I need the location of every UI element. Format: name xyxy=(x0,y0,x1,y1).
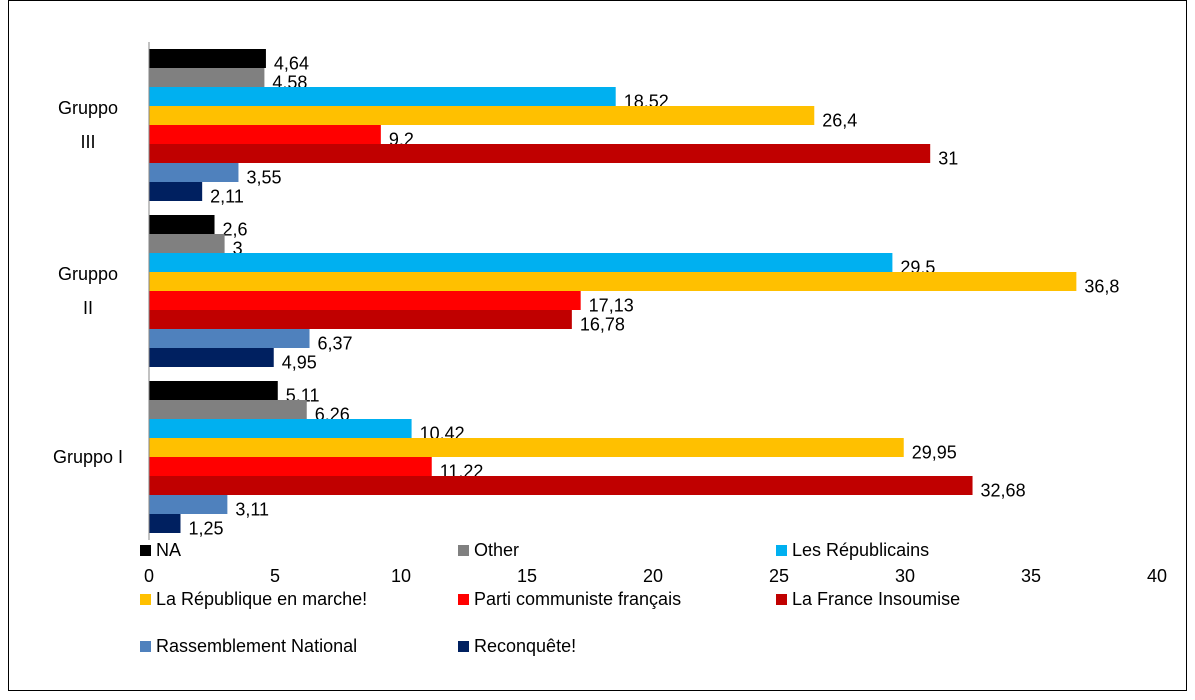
data-label: 6,37 xyxy=(318,333,353,353)
x-tick-label: 40 xyxy=(1147,566,1167,586)
legend-label: Parti communiste français xyxy=(474,589,681,609)
bar xyxy=(149,125,381,144)
y-tick-label: Gruppo I xyxy=(52,447,124,467)
data-label: 36,8 xyxy=(1084,276,1119,296)
data-label: 29,95 xyxy=(912,442,957,462)
bar xyxy=(149,438,904,457)
legend-swatch xyxy=(140,641,151,652)
data-label: 16,78 xyxy=(580,314,625,334)
bar xyxy=(149,106,815,125)
x-tick-label: 5 xyxy=(270,566,280,586)
x-tick-label: 35 xyxy=(1021,566,1041,586)
legend-label: Rassemblement National xyxy=(156,636,357,656)
y-tick-label: Gruppo II xyxy=(57,264,119,318)
x-tick-label: 10 xyxy=(391,566,411,586)
bar xyxy=(149,476,973,495)
bar xyxy=(149,234,225,253)
bar xyxy=(149,49,266,68)
legend-swatch xyxy=(776,594,787,605)
legend-swatch xyxy=(140,545,151,556)
x-tick-label: 15 xyxy=(517,566,537,586)
x-tick-label: 0 xyxy=(144,566,154,586)
bar xyxy=(149,68,265,87)
data-label: 2,11 xyxy=(210,186,244,206)
legend-label: La France Insoumise xyxy=(792,589,960,609)
bar xyxy=(149,514,181,533)
bar xyxy=(149,381,278,400)
legend-swatch xyxy=(458,641,469,652)
bar xyxy=(149,291,581,310)
bar xyxy=(149,272,1077,291)
bar xyxy=(149,495,228,514)
bar xyxy=(149,310,572,329)
data-label: 2,6 xyxy=(223,219,248,239)
data-label: 1,25 xyxy=(189,518,224,538)
data-label: 3,11 xyxy=(235,499,269,519)
data-label: 26,4 xyxy=(822,110,857,130)
bar xyxy=(149,419,412,438)
bar xyxy=(149,457,432,476)
x-tick-label: 25 xyxy=(769,566,789,586)
legend-label: Reconquête! xyxy=(474,636,576,656)
data-label: 3,55 xyxy=(246,167,281,187)
legend-swatch xyxy=(458,545,469,556)
bar xyxy=(149,163,239,182)
bar xyxy=(149,329,310,348)
x-tick-label: 30 xyxy=(895,566,915,586)
legend-label: Other xyxy=(474,540,519,560)
bar xyxy=(149,348,274,367)
data-label: 4,64 xyxy=(274,53,309,73)
legend-swatch xyxy=(140,594,151,605)
legend-label: Les Républicains xyxy=(792,540,929,560)
bar xyxy=(149,182,203,201)
legend-label: La République en marche! xyxy=(156,589,367,609)
data-label: 31 xyxy=(938,148,958,168)
legend-label: NA xyxy=(156,540,181,560)
bar xyxy=(149,253,893,272)
legend-swatch xyxy=(458,594,469,605)
bar xyxy=(149,87,616,106)
x-tick-label: 20 xyxy=(643,566,663,586)
data-label: 4,95 xyxy=(282,352,317,372)
data-label: 32,68 xyxy=(981,480,1026,500)
data-label: 17,13 xyxy=(589,295,634,315)
bar xyxy=(149,400,307,419)
bar xyxy=(149,215,215,234)
legend-swatch xyxy=(776,545,787,556)
y-tick-label: Gruppo III xyxy=(57,98,119,152)
data-label: 3 xyxy=(233,238,243,258)
bar xyxy=(149,144,931,163)
